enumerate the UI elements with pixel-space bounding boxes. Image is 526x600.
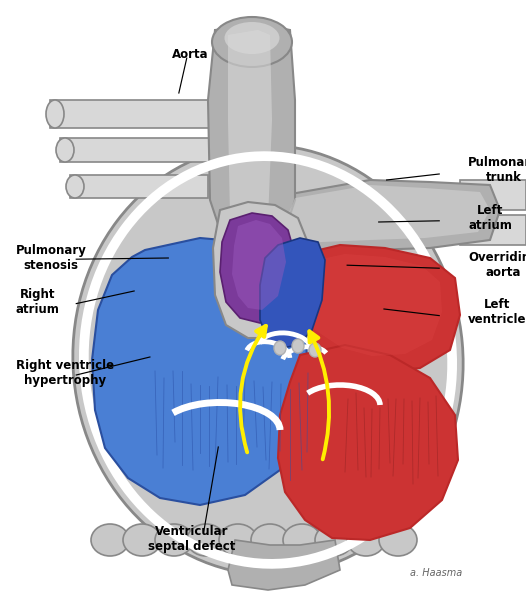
Text: a. Haasma: a. Haasma xyxy=(410,568,463,578)
Polygon shape xyxy=(228,30,272,228)
Ellipse shape xyxy=(251,524,289,556)
Polygon shape xyxy=(297,254,442,356)
Polygon shape xyxy=(280,180,500,255)
Text: Left
atrium: Left atrium xyxy=(468,204,512,232)
Text: Overriding
aorta: Overriding aorta xyxy=(468,251,526,279)
Ellipse shape xyxy=(274,341,286,355)
Polygon shape xyxy=(132,244,284,438)
Text: Left
ventricle: Left ventricle xyxy=(468,298,526,326)
Text: Pulmonary
stenosis: Pulmonary stenosis xyxy=(16,244,87,272)
Ellipse shape xyxy=(225,22,279,54)
Text: Right ventricle
hypertrophy: Right ventricle hypertrophy xyxy=(16,359,114,387)
Polygon shape xyxy=(460,215,526,245)
Polygon shape xyxy=(92,238,308,505)
Text: Pulmonary
trunk: Pulmonary trunk xyxy=(468,156,526,184)
Ellipse shape xyxy=(379,524,417,556)
Polygon shape xyxy=(290,245,460,372)
Ellipse shape xyxy=(123,524,161,556)
Ellipse shape xyxy=(155,524,193,556)
Ellipse shape xyxy=(283,524,321,556)
Polygon shape xyxy=(220,213,296,323)
Ellipse shape xyxy=(315,524,353,556)
Ellipse shape xyxy=(219,524,257,556)
Polygon shape xyxy=(228,540,340,590)
Polygon shape xyxy=(208,25,295,235)
Ellipse shape xyxy=(347,524,385,556)
Text: Ventricular
septal defect: Ventricular septal defect xyxy=(148,525,236,553)
Polygon shape xyxy=(70,175,208,198)
Ellipse shape xyxy=(91,524,129,556)
Ellipse shape xyxy=(187,524,225,556)
Ellipse shape xyxy=(309,343,321,357)
Ellipse shape xyxy=(56,138,74,162)
Text: Right
atrium: Right atrium xyxy=(16,288,59,316)
Polygon shape xyxy=(260,238,325,348)
Polygon shape xyxy=(278,345,458,540)
Ellipse shape xyxy=(292,339,304,353)
Polygon shape xyxy=(288,185,490,243)
Ellipse shape xyxy=(212,17,292,67)
Text: Aorta: Aorta xyxy=(172,47,209,61)
Ellipse shape xyxy=(66,175,84,198)
Polygon shape xyxy=(60,138,210,162)
Ellipse shape xyxy=(73,145,463,575)
Polygon shape xyxy=(232,220,286,310)
Ellipse shape xyxy=(46,100,64,128)
Polygon shape xyxy=(213,202,310,338)
Polygon shape xyxy=(50,100,215,128)
Polygon shape xyxy=(460,180,526,210)
